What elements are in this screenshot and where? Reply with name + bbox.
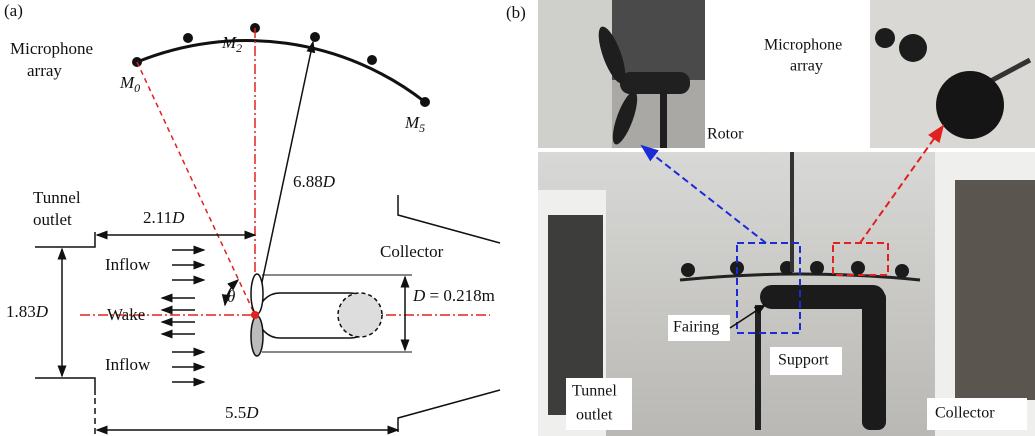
outlet-bottom bbox=[35, 378, 95, 395]
outlet-label: Tunnel bbox=[33, 188, 81, 207]
mic-label: M0 bbox=[119, 73, 140, 95]
mic-label: M5 bbox=[404, 113, 425, 135]
outlet-label: outlet bbox=[576, 407, 613, 424]
photo-detail bbox=[660, 90, 667, 148]
panel-label: (a) bbox=[4, 1, 23, 20]
unit: D bbox=[322, 172, 336, 191]
unit: D bbox=[35, 302, 49, 321]
collector-top bbox=[398, 195, 500, 243]
mic-array-label: Microphone bbox=[10, 39, 93, 58]
nacelle-end bbox=[338, 293, 382, 337]
mic-array-label: array bbox=[790, 58, 823, 75]
outlet-label: outlet bbox=[33, 210, 72, 229]
photo-detail bbox=[899, 34, 927, 62]
figure: (a) Microphone array M0 M2 M5 6.88D 2.11… bbox=[0, 0, 1035, 436]
angle-label: θ bbox=[227, 287, 235, 306]
diameter-label: D = 0.218m bbox=[412, 286, 495, 305]
number: 1.83 bbox=[6, 302, 36, 321]
mic-label: M2 bbox=[221, 33, 242, 55]
outlet-label: Tunnel bbox=[572, 383, 617, 400]
rotor-label: Rotor bbox=[707, 126, 744, 143]
mic-sub: 2 bbox=[236, 41, 242, 55]
mic-sub: 5 bbox=[419, 121, 425, 135]
mic-base: M bbox=[119, 73, 135, 92]
height-label: 1.83D bbox=[6, 302, 49, 321]
value: = 0.218m bbox=[425, 286, 495, 305]
number: 5.5 bbox=[225, 403, 246, 422]
photo-detail bbox=[875, 28, 895, 48]
outlet-top bbox=[35, 232, 95, 247]
flow-arrows bbox=[162, 250, 204, 382]
collector-label: Collector bbox=[380, 242, 444, 261]
number: 6.88 bbox=[293, 172, 323, 191]
blade bbox=[251, 316, 263, 356]
photo-detail bbox=[620, 72, 690, 94]
support-label: Support bbox=[778, 352, 829, 369]
mic-array-label: Microphone bbox=[764, 37, 842, 54]
collector-bottom bbox=[398, 390, 500, 432]
flow-label: Wake bbox=[107, 305, 145, 324]
length-label: 5.5D bbox=[225, 403, 259, 422]
hub bbox=[251, 311, 259, 319]
symbol: D bbox=[412, 286, 426, 305]
panel-a bbox=[35, 23, 500, 436]
mic-sub: 0 bbox=[134, 81, 140, 95]
number: 2.11 bbox=[143, 208, 172, 227]
fairing-label: Fairing bbox=[673, 319, 719, 336]
unit: D bbox=[245, 403, 259, 422]
mic-base: M bbox=[404, 113, 420, 132]
mic-array-label: array bbox=[27, 61, 62, 80]
blade bbox=[251, 274, 263, 314]
mic-base: M bbox=[221, 33, 237, 52]
photo-detail bbox=[955, 180, 1035, 400]
photo-detail bbox=[862, 290, 886, 430]
m0-line bbox=[137, 62, 255, 315]
unit: D bbox=[171, 208, 185, 227]
photo-detail bbox=[755, 305, 761, 430]
panel-label: (b) bbox=[506, 3, 526, 22]
offset-label: 2.11D bbox=[143, 208, 185, 227]
mic-dots bbox=[132, 23, 430, 107]
flow-label: Inflow bbox=[105, 255, 151, 274]
collector-label: Collector bbox=[935, 405, 995, 422]
radius-label: 6.88D bbox=[293, 172, 336, 191]
photo-detail bbox=[936, 71, 1004, 139]
panel-a-text: (a) Microphone array M0 M2 M5 6.88D 2.11… bbox=[4, 1, 495, 422]
flow-label: Inflow bbox=[105, 355, 151, 374]
photo-detail bbox=[612, 0, 705, 80]
panel-b: (b) Rotor Microphone array Fairing Suppo… bbox=[506, 0, 1035, 436]
photo-detail bbox=[790, 152, 794, 272]
mic-arc bbox=[137, 41, 425, 102]
page: (a) Microphone array M0 M2 M5 6.88D 2.11… bbox=[0, 0, 1035, 436]
